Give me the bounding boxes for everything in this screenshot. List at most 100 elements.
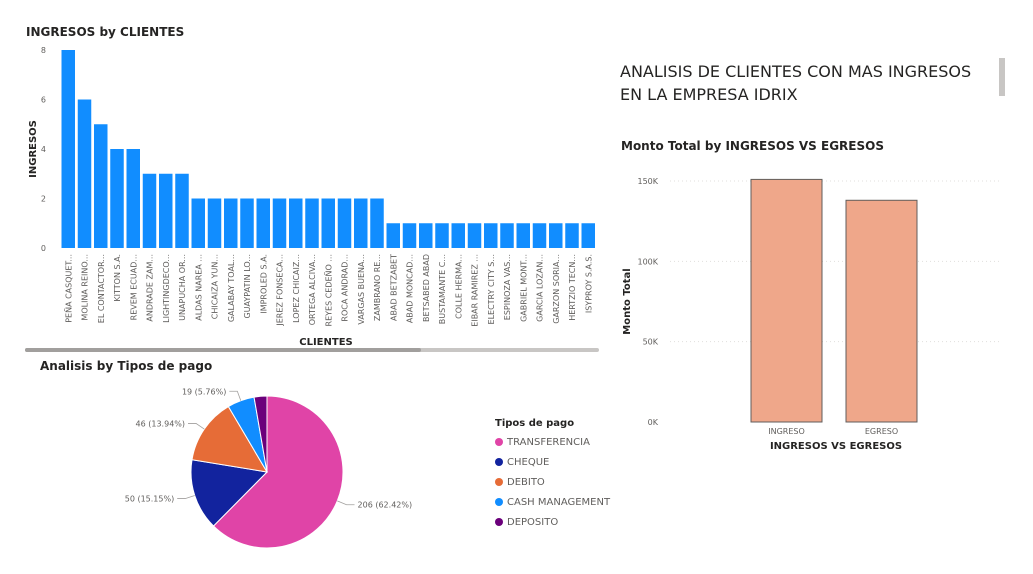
bar[interactable] <box>321 198 336 249</box>
bar[interactable] <box>402 223 417 248</box>
bar[interactable] <box>354 198 368 249</box>
bar[interactable] <box>240 198 254 249</box>
bar[interactable] <box>500 223 514 248</box>
x-tick-label: ISYPROY S.A.S. <box>584 254 593 313</box>
x-tick-label: EGRESO <box>865 427 898 436</box>
bar[interactable] <box>110 149 124 248</box>
y-tick-label: 50K <box>643 338 659 347</box>
x-tick-label: ABAD MONCAD... <box>406 254 415 323</box>
y-tick-label: 6 <box>41 96 46 105</box>
horizontal-scrollbar-thumb[interactable] <box>25 348 421 352</box>
bar[interactable] <box>370 198 384 249</box>
x-tick-label: ELECTRY CITY S... <box>487 254 496 324</box>
bar[interactable] <box>845 199 918 423</box>
legend-title: Tipos de pago <box>495 418 575 429</box>
x-tick-label: ROCA ANDRAD... <box>341 254 350 322</box>
x-axis-title: CLIENTES <box>299 337 353 348</box>
bar[interactable] <box>532 223 547 248</box>
bar[interactable] <box>565 223 579 248</box>
legend-label: CHEQUE <box>507 456 550 468</box>
x-tick-label: LOPEZ CHICAIZ... <box>292 254 301 323</box>
leader-line <box>337 500 355 506</box>
bar[interactable] <box>467 223 482 248</box>
x-tick-label: JEREZ FONSECA... <box>276 254 285 327</box>
bar[interactable] <box>61 50 76 248</box>
bar[interactable] <box>126 149 141 248</box>
x-tick-label: GUAYPATIN LO... <box>243 254 252 319</box>
x-tick-label: MOLINA REINO... <box>81 254 90 321</box>
x-tick-label: UNAPUCHA OR... <box>178 254 187 321</box>
legend-item[interactable]: DEBITO <box>495 472 610 492</box>
bar[interactable] <box>77 99 92 249</box>
legend-item[interactable]: TRANSFERENCIA <box>495 432 610 452</box>
clientes-bar-chart: 0 2 4 6 8 INGRESOS PEÑA CASQUET... MOLINA REINO… <box>25 46 599 352</box>
x-tick-label: LIGHTINGDECO... <box>162 254 171 323</box>
pie-chart-title: Analisis by Tipos de pago <box>40 359 213 373</box>
slice-data-label: 19 (5.76%) <box>182 387 226 396</box>
pie-legend: Tipos de pago TRANSFERENCIA CHEQUE DEBITO C… <box>495 418 610 532</box>
y-axis-title: INGRESOS <box>28 120 39 178</box>
x-tick-label: BUSTAMANTE C... <box>438 254 447 324</box>
bar[interactable] <box>549 223 563 248</box>
bar[interactable] <box>256 198 271 249</box>
y-tick-label: 100K <box>637 257 658 266</box>
bar[interactable] <box>94 124 108 248</box>
x-tick-label: ORTEGA ALCIVA... <box>308 254 317 325</box>
x-tick-label: COLLE HERMA... <box>454 254 463 319</box>
monto-bar-chart: 0K 50K 100K 150K Monto Total INGRESO EGRESO ING… <box>622 177 1002 452</box>
bar[interactable] <box>451 223 466 248</box>
bar[interactable] <box>175 173 189 248</box>
x-tick-label: PEÑA CASQUET... <box>63 254 73 323</box>
legend-item[interactable]: DEPOSITO <box>495 512 610 532</box>
legend-label: TRANSFERENCIA <box>507 436 590 448</box>
bar[interactable] <box>337 198 352 249</box>
slice-data-label: 206 (62.42%) <box>358 501 413 510</box>
bar[interactable] <box>581 223 596 248</box>
scroll-indicator[interactable] <box>999 58 1005 96</box>
x-tick-label: REYES CEDEÑO ... <box>323 254 333 326</box>
x-tick-label: ANDRADE ZAM... <box>146 254 155 322</box>
bar[interactable] <box>750 178 823 423</box>
y-tick-label: 4 <box>41 145 46 154</box>
leader-line <box>188 423 205 430</box>
bar[interactable] <box>386 223 401 248</box>
tipos-pago-pie-chart: 206 (62.42%) 50 (15.15%) 46 (13.94%) 19 (5.… <box>125 387 413 549</box>
x-tick-label: GARZON SORIA... <box>552 254 561 324</box>
x-tick-label: GABRIEL MONT... <box>519 254 528 322</box>
bar[interactable] <box>419 223 433 248</box>
legend-marker <box>495 458 503 466</box>
bar[interactable] <box>224 198 238 249</box>
y-axis-title: Monto Total <box>622 268 633 334</box>
legend-item[interactable]: CASH MANAGEMENT <box>495 492 610 512</box>
x-tick-label: ZAMBRANO RE... <box>373 254 382 321</box>
x-tick-label: BETSABED ABAD <box>422 254 431 322</box>
bar[interactable] <box>159 173 173 248</box>
bar[interactable] <box>289 198 303 249</box>
x-tick-label: ALDAS NAREA ... <box>194 254 203 321</box>
bar[interactable] <box>272 198 287 249</box>
bar[interactable] <box>305 198 319 249</box>
legend-label: CASH MANAGEMENT <box>507 496 611 508</box>
legend-marker <box>495 438 503 446</box>
leader-line <box>177 495 195 499</box>
report-title: ANALISIS DE CLIENTES CON MAS INGRESOS EN… <box>620 62 972 104</box>
bar[interactable] <box>516 223 531 248</box>
legend-label: DEBITO <box>507 476 545 488</box>
legend-marker <box>495 498 503 506</box>
bar[interactable] <box>484 223 498 248</box>
monto-chart-title: Monto Total by INGRESOS VS EGRESOS <box>621 139 884 153</box>
slice-data-label: 50 (15.15%) <box>125 495 174 504</box>
y-tick-label: 8 <box>41 46 46 55</box>
bar[interactable] <box>207 198 222 249</box>
y-tick-label: 150K <box>637 177 658 186</box>
bar[interactable] <box>191 198 206 249</box>
x-tick-label: HERTZIO TECN... <box>568 254 577 321</box>
pie-slice[interactable] <box>253 395 268 473</box>
x-tick-label: GALABAY TOAL... <box>227 254 236 322</box>
bar[interactable] <box>142 173 157 248</box>
y-tick-label: 0 <box>41 244 46 253</box>
bar[interactable] <box>435 223 449 248</box>
y-tick-label: 0K <box>648 418 659 427</box>
y-tick-label: 2 <box>41 195 46 204</box>
legend-item[interactable]: CHEQUE <box>495 452 610 472</box>
